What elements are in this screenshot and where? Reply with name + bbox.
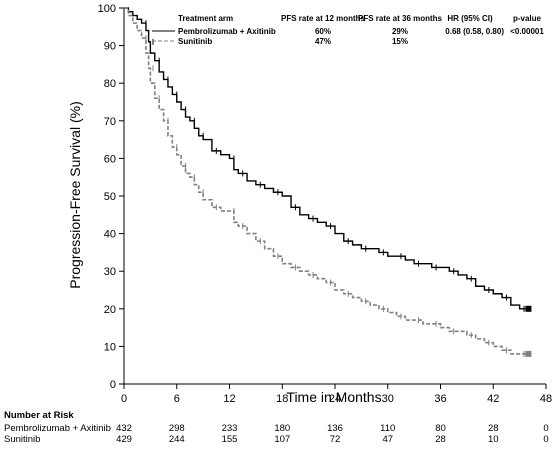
risk-row-label: Sunitinib bbox=[4, 434, 40, 445]
y-tick-label: 40 bbox=[104, 229, 116, 241]
risk-value: 28 bbox=[488, 423, 499, 434]
x-tick-label: 48 bbox=[540, 393, 552, 405]
risk-row-label: Pembrolizumab + Axitinib bbox=[4, 423, 111, 434]
risk-value: 180 bbox=[274, 423, 290, 434]
y-tick-label: 0 bbox=[110, 379, 116, 391]
y-axis-title: Progression-Free Survival (%) bbox=[67, 101, 83, 289]
risk-value: 0 bbox=[543, 434, 548, 445]
y-tick-label: 10 bbox=[104, 341, 116, 353]
y-tick-label: 100 bbox=[98, 3, 116, 15]
legend-cell-pfs36: 15% bbox=[392, 37, 408, 46]
risk-value: 110 bbox=[380, 423, 395, 434]
risk-value: 107 bbox=[274, 434, 290, 445]
risk-value: 233 bbox=[222, 423, 238, 434]
legend-header-arm: Treatment arm bbox=[178, 14, 233, 23]
x-tick-label: 30 bbox=[382, 393, 394, 405]
x-tick-label: 0 bbox=[121, 393, 127, 405]
x-tick-label: 24 bbox=[329, 393, 341, 405]
risk-value: 28 bbox=[435, 434, 446, 445]
series-end-marker bbox=[525, 305, 532, 312]
series-end-marker bbox=[525, 350, 532, 357]
risk-value: 10 bbox=[488, 434, 499, 445]
series-line-2 bbox=[124, 7, 529, 355]
legend-cell-arm: Sunitinib bbox=[178, 37, 212, 46]
risk-value: 298 bbox=[169, 423, 185, 434]
y-tick-label: 30 bbox=[104, 266, 116, 278]
axes bbox=[119, 7, 547, 389]
x-tick-label: 12 bbox=[223, 393, 235, 405]
x-tick-label: 18 bbox=[276, 393, 288, 405]
x-tick-label: 36 bbox=[434, 393, 446, 405]
y-tick-label: 50 bbox=[104, 191, 116, 203]
x-tick-label: 42 bbox=[487, 393, 499, 405]
legend-cell-arm: Pembrolizumab + Axitinib bbox=[178, 27, 276, 36]
risk-value: 0 bbox=[543, 423, 548, 434]
risk-value: 432 bbox=[116, 423, 132, 434]
legend-cell-pfs12: 60% bbox=[315, 27, 331, 36]
y-tick-labels: 0 10 20 30 40 50 60 70 80 90 100 bbox=[98, 3, 116, 391]
risk-value: 155 bbox=[222, 434, 238, 445]
risk-value: 47 bbox=[382, 434, 393, 445]
x-tick-label: 6 bbox=[174, 393, 180, 405]
x-axis-title: Time in Months bbox=[286, 389, 381, 405]
legend-header-pfs36: PFS rate at 36 months bbox=[358, 14, 443, 23]
y-tick-label: 60 bbox=[104, 153, 116, 165]
legend-cell-pfs12: 47% bbox=[315, 37, 331, 46]
risk-value: 244 bbox=[169, 434, 185, 445]
legend-header-hr: HR (95% CI) bbox=[447, 14, 493, 23]
legend-cell-p: <0.00001 bbox=[510, 27, 544, 36]
y-tick-label: 20 bbox=[104, 304, 116, 316]
risk-value: 80 bbox=[435, 423, 446, 434]
x-tick-labels: 0 6 12 18 24 30 36 42 48 bbox=[121, 393, 552, 405]
risk-table-title: Number at Risk bbox=[4, 410, 74, 421]
risk-value: 136 bbox=[327, 423, 343, 434]
legend-cell-pfs36: 29% bbox=[392, 27, 408, 36]
risk-table: Number at Risk Pembrolizumab + Axitinib 43… bbox=[4, 410, 549, 445]
legend-header-pfs12: PFS rate at 12 months bbox=[281, 14, 366, 23]
legend-cell-hr: 0.68 (0.58, 0.80) bbox=[445, 27, 504, 36]
y-tick-label: 70 bbox=[104, 116, 116, 128]
risk-value: 429 bbox=[116, 434, 132, 445]
survival-curves bbox=[124, 7, 532, 357]
y-tick-label: 80 bbox=[104, 78, 116, 90]
y-tick-label: 90 bbox=[104, 41, 116, 53]
series-line-1 bbox=[124, 7, 529, 310]
legend-header-p: p-value bbox=[513, 14, 542, 23]
risk-value: 72 bbox=[330, 434, 341, 445]
